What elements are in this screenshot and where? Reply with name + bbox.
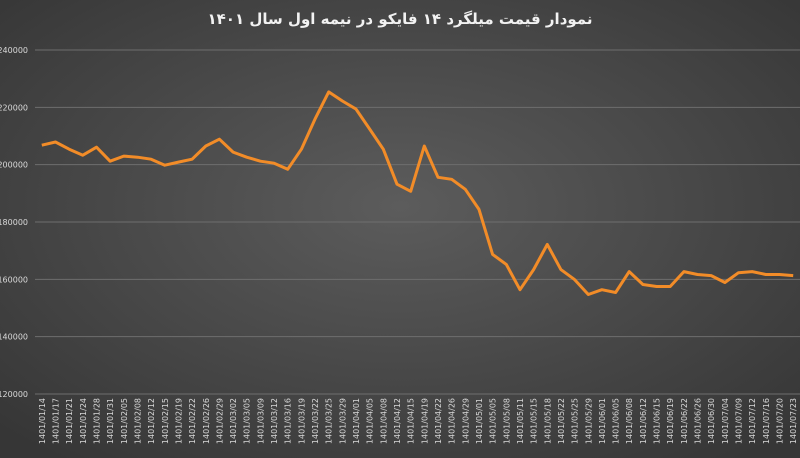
- data-line: [41, 90, 794, 296]
- x-tick-label: 1401/06/12: [639, 398, 648, 444]
- x-tick-label: 1401/04/19: [420, 398, 429, 444]
- x-tick-label: 1401/06/26: [694, 398, 703, 444]
- x-tick-label: 1401/04/29: [461, 398, 470, 444]
- x-tick-label: 1401/07/09: [735, 398, 744, 444]
- x-tick-label: 1401/03/16: [284, 398, 293, 444]
- x-tick-label: 1401/01/28: [92, 398, 101, 444]
- x-tick-label: 1401/07/20: [776, 398, 785, 444]
- x-tick-label: 1401/02/15: [161, 398, 170, 444]
- x-tick-label: 1401/01/31: [106, 398, 115, 444]
- x-tick-label: 1401/05/08: [502, 398, 511, 444]
- y-tick-label: 220000: [0, 103, 28, 112]
- x-tick-label: 1401/07/12: [748, 398, 757, 444]
- y-tick-label: 140000: [0, 333, 28, 342]
- y-tick-label: 200000: [0, 161, 28, 170]
- x-tick-label: 1401/04/12: [393, 398, 402, 444]
- x-tick-label: 1401/07/04: [721, 398, 730, 444]
- x-tick-label: 1401/05/25: [571, 398, 580, 444]
- x-tick-label: 1401/04/15: [407, 398, 416, 444]
- x-tick-label: 1401/07/23: [789, 398, 798, 444]
- x-tick-label: 1401/03/05: [243, 398, 252, 444]
- x-tick-label: 1401/05/05: [489, 398, 498, 444]
- x-tick-label: 1401/03/22: [311, 398, 320, 444]
- y-tick-label: 160000: [0, 275, 28, 284]
- x-tick-label: 1401/02/29: [215, 398, 224, 444]
- x-tick-label: 1401/01/24: [79, 398, 88, 444]
- x-tick-label: 1401/06/19: [666, 398, 675, 444]
- x-tick-label: 1401/02/19: [174, 398, 183, 444]
- x-tick-label: 1401/05/18: [543, 398, 552, 444]
- x-tick-label: 1401/03/25: [325, 398, 334, 444]
- x-tick-label: 1401/02/26: [202, 398, 211, 444]
- plot: [41, 90, 794, 296]
- x-tick-label: 1401/02/08: [133, 398, 142, 444]
- x-tick-label: 1401/03/12: [270, 398, 279, 444]
- y-tick-label: 240000: [0, 46, 28, 55]
- x-tick-label: 1401/04/01: [352, 398, 361, 444]
- x-tick-label: 1401/05/22: [557, 398, 566, 444]
- x-tick-label: 1401/01/14: [38, 398, 47, 444]
- x-tick-label: 1401/03/09: [256, 398, 265, 444]
- x-tick-label: 1401/03/02: [229, 398, 238, 444]
- x-tick-label: 1401/07/16: [762, 398, 771, 444]
- x-tick-label: 1401/06/08: [625, 398, 634, 444]
- x-tick-label: 1401/02/12: [147, 398, 156, 444]
- y-tick-label: 180000: [0, 218, 28, 227]
- x-tick-label: 1401/06/22: [680, 398, 689, 444]
- x-tick-label: 1401/05/11: [516, 398, 525, 444]
- x-tick-label: 1401/03/19: [297, 398, 306, 444]
- x-tick-label: 1401/04/05: [366, 398, 375, 444]
- x-tick-label: 1401/05/15: [530, 398, 539, 444]
- x-tick-label: 1401/04/22: [434, 398, 443, 444]
- x-tick-label: 1401/06/01: [598, 398, 607, 444]
- x-tick-label: 1401/05/01: [475, 398, 484, 444]
- x-tick-label: 1401/01/21: [65, 398, 74, 444]
- y-tick-label: 120000: [0, 390, 28, 399]
- x-tick-label: 1401/02/05: [120, 398, 129, 444]
- x-tick-label: 1401/05/29: [584, 398, 593, 444]
- x-tick-label: 1401/04/08: [379, 398, 388, 444]
- x-tick-label: 1401/06/15: [653, 398, 662, 444]
- x-tick-label: 1401/04/26: [448, 398, 457, 444]
- chart-title: نمودار قیمت میلگرد ۱۴ فایکو در نیمه اول …: [207, 10, 592, 28]
- x-tick-label: 1401/03/29: [338, 398, 347, 444]
- x-tick-label: 1401/02/22: [188, 398, 197, 444]
- grid: 120000 140000 160000 180000 200000 220000 2400…: [0, 46, 800, 444]
- x-tick-label: 1401/06/30: [707, 398, 716, 444]
- x-tick-label: 1401/01/17: [51, 398, 60, 444]
- x-tick-label: 1401/06/05: [612, 398, 621, 444]
